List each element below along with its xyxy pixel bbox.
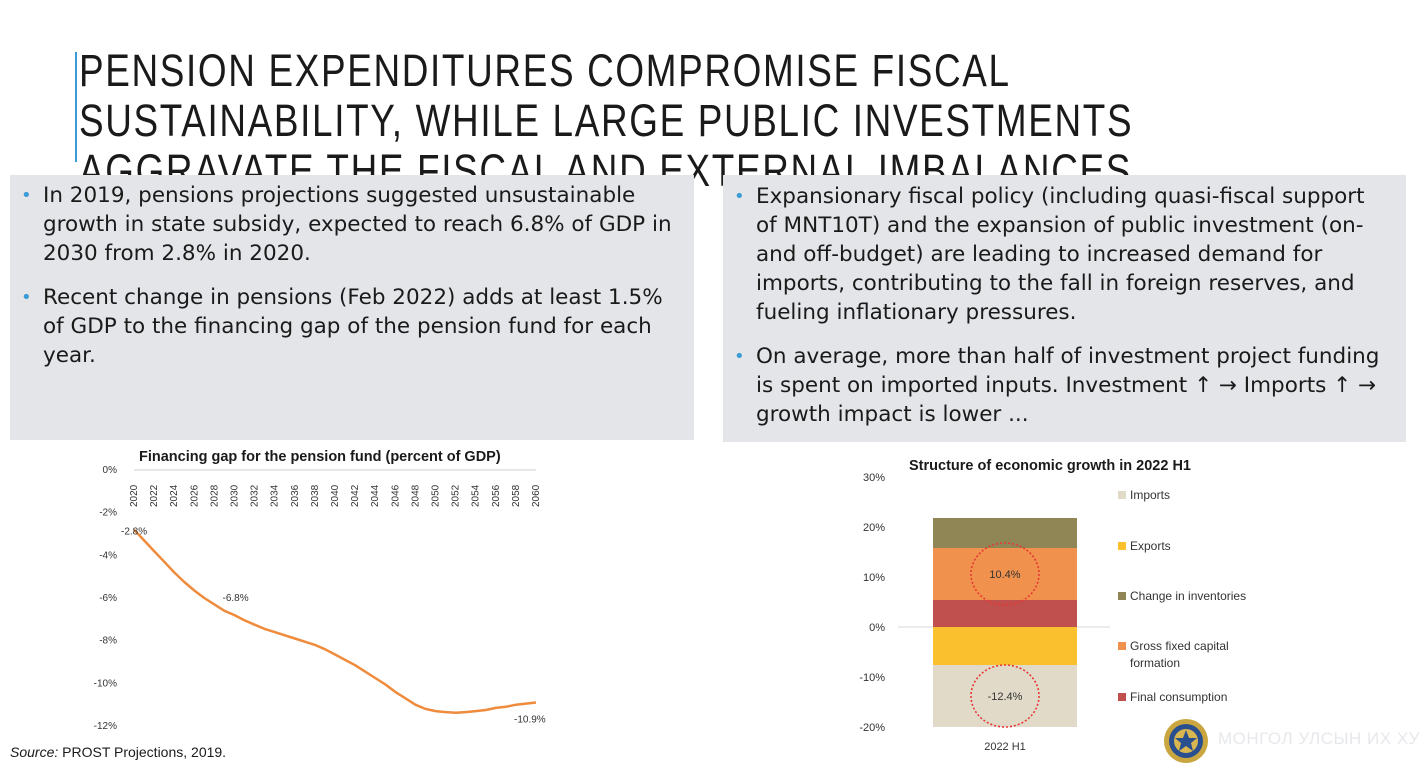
slide-title: PENSION EXPENDITURES COMPROMISE FISCAL S… [79,45,1134,196]
title-accent-bar [75,52,77,162]
bar-segment [933,627,1077,665]
x-tick-label: 2056 [491,484,502,507]
y-tick-label: 20% [863,522,885,534]
highlight-circle [970,664,1040,728]
right-bullet-2-text: On average, more than half of investment… [756,344,1380,427]
x-tick-label: 2052 [451,484,462,507]
x-tick-label: 2058 [511,484,522,507]
x-tick-label: 2028 [209,484,220,507]
legend-swatch [1118,592,1126,600]
y-tick-label: 0% [103,465,118,476]
y-tick-label: -8% [99,636,117,647]
x-tick-label: 2054 [471,484,482,507]
x-tick-label: 2026 [189,484,200,507]
x-tick-label: 2038 [310,484,321,507]
x-tick-label: 2050 [431,484,442,507]
bullet-icon: • [21,185,32,206]
highlight-circle [970,542,1040,606]
legend-label: Imports [1130,488,1170,502]
pension-line-chart: 0% -2% -4% -6% -8% -10% -12% 2020 2022 2024 2026 20… [94,465,546,732]
parliament-seal-icon [1164,719,1208,763]
y-tick-label: -4% [99,550,117,561]
pension-chart-title: Financing gap for the pension fund (perc… [139,449,501,465]
x-tick-label: 2044 [370,484,381,507]
left-text-panel: • In 2019, pensions projections suggested… [10,175,694,440]
bar-segment [933,665,1077,727]
y-tick-label: -20% [859,722,885,734]
x-tick-label: 2030 [230,484,241,507]
right-bullet-1-text: Expansionary fiscal policy (including qu… [756,184,1365,325]
bar-segment [933,600,1077,627]
left-bullet-1: • In 2019, pensions projections suggested… [20,181,674,268]
left-bullet-2: • Recent change in pensions (Feb 2022) ad… [20,283,674,370]
y-tick-label: -12% [94,721,117,732]
y-tick-label: 10% [863,572,885,584]
legend-label: Gross fixed capital formation [1130,639,1229,670]
growth-stacked-bar-chart: 30% 20% 10% 0% -10% -20% 2022 H1 10.4% -12.4% Imp… [859,472,1246,753]
growth-chart-title: Structure of economic growth in 2022 H1 [909,458,1191,474]
x-tick-label: 2034 [270,484,281,507]
data-label: -6.8% [223,593,249,604]
x-tick-label: 2040 [330,484,341,507]
y-tick-label: -6% [99,593,117,604]
x-tick-label: 2048 [410,484,421,507]
x-tick-label: 2024 [169,484,180,507]
x-tick-label: 2060 [531,484,542,507]
y-tick-label: -10% [94,678,117,689]
bullet-icon: • [734,186,745,207]
legend-swatch [1118,693,1126,701]
x-tick-label: 2042 [350,484,361,507]
x-tick-label: 2032 [250,484,261,507]
y-tick-label: 0% [869,622,885,634]
bullet-icon: • [21,287,32,308]
right-bullet-2: • On average, more than half of investmen… [733,342,1392,429]
data-label: -12.4% [988,691,1023,703]
data-label: -2.8% [121,527,147,538]
right-text-panel: • Expansionary fiscal policy (including q… [723,175,1406,442]
x-tick-label: 2036 [290,484,301,507]
data-label: -10.9% [514,715,546,726]
data-label: 10.4% [989,569,1020,581]
x-tick-label: 2020 [129,484,140,507]
legend-swatch [1118,491,1126,499]
right-bullet-1: • Expansionary fiscal policy (including q… [733,182,1392,327]
legend-label: Final consumption [1130,690,1227,704]
x-tick-label: 2022 H1 [984,741,1026,753]
source-text: PROST Projections, 2019. [58,744,227,760]
y-tick-label: -2% [99,508,117,519]
legend-label: Change in inventories [1130,589,1246,603]
source-label: Source: [10,744,59,760]
watermark-text: МОНГОЛ УЛСЫН ИХ ХУРАЛ [1218,729,1420,748]
x-tick-label: 2046 [390,484,401,507]
legend-swatch [1118,542,1126,550]
x-tick-label: 2022 [149,484,160,507]
y-tick-label: 30% [863,472,885,484]
bar-segment [933,548,1077,600]
bullet-icon: • [734,346,745,367]
left-bullet-2-text: Recent change in pensions (Feb 2022) add… [43,285,663,368]
y-tick-label: -10% [859,672,885,684]
legend-swatch [1118,642,1126,650]
legend-label: Exports [1130,539,1171,553]
left-bullet-1-text: In 2019, pensions projections suggested … [43,183,672,266]
source-note: Source: PROST Projections, 2019. [10,744,226,760]
pension-gap-line [133,528,537,715]
